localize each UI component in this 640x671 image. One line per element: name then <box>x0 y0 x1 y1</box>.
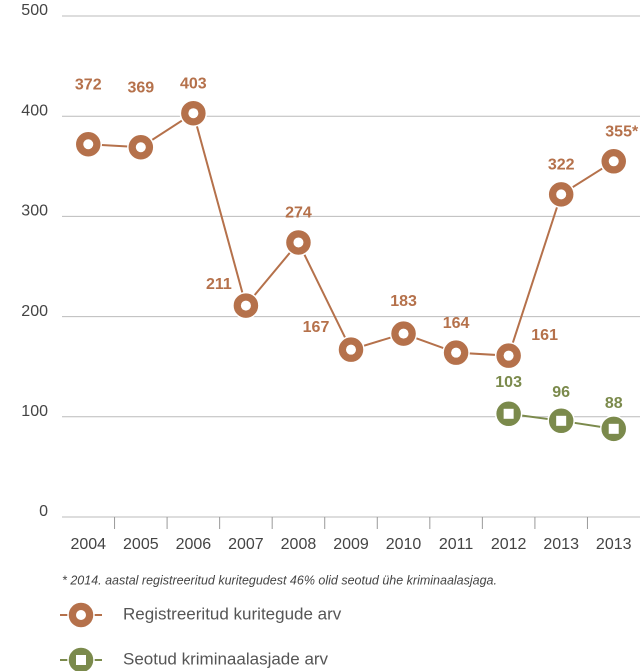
marker-inner <box>451 347 462 358</box>
x-tick-label: 2012 <box>491 536 527 553</box>
footnote: * 2014. aastal registreeritud kuritegude… <box>62 573 497 587</box>
marker-inner <box>293 237 304 248</box>
marker-inner <box>608 156 619 167</box>
marker <box>67 646 95 671</box>
marker <box>127 133 155 162</box>
marker-inner <box>398 328 409 339</box>
marker-inner <box>608 423 619 434</box>
x-tick-label: 2008 <box>281 536 317 553</box>
marker <box>232 291 260 320</box>
data-label: 211 <box>206 276 232 293</box>
marker-inner <box>556 189 567 200</box>
x-tick-label: 2009 <box>333 536 369 553</box>
series-line <box>88 111 615 357</box>
x-tick-label: 2011 <box>439 536 474 553</box>
data-label: 161 <box>531 327 558 344</box>
legend-label: Registreeritud kuritegude arv <box>123 604 342 623</box>
data-label: 355* <box>605 124 639 141</box>
x-tick-label: 2010 <box>386 536 422 553</box>
marker <box>547 180 575 209</box>
marker-inner <box>76 655 86 665</box>
x-tick-label: 2007 <box>228 536 264 553</box>
data-label: 103 <box>495 374 522 391</box>
marker-inner <box>135 142 146 153</box>
data-label: 403 <box>180 75 207 92</box>
data-label: 274 <box>285 205 312 222</box>
marker-inner <box>556 415 567 426</box>
x-tick-label: 2004 <box>70 536 106 553</box>
marker-inner <box>188 108 199 119</box>
marker <box>67 601 95 629</box>
data-label: 96 <box>552 384 570 401</box>
marker <box>389 319 418 348</box>
marker <box>284 228 313 257</box>
legend-label: Seotud kriminaalasjade arv <box>123 649 329 668</box>
data-label: 372 <box>75 76 102 93</box>
data-label: 322 <box>548 157 575 174</box>
marker-inner <box>76 610 86 620</box>
marker <box>599 147 628 176</box>
marker <box>179 99 208 127</box>
marker-inner <box>503 408 514 419</box>
y-tick-label: 400 <box>21 102 48 119</box>
y-tick-label: 100 <box>21 403 48 420</box>
marker-inner <box>83 139 94 150</box>
marker <box>337 335 365 364</box>
data-label: 369 <box>127 79 154 96</box>
x-tick-label: 2006 <box>176 536 212 553</box>
x-tick-label: 2005 <box>123 536 159 553</box>
y-tick-label: 0 <box>39 503 48 520</box>
marker <box>494 400 523 428</box>
data-label: 164 <box>443 315 470 332</box>
marker <box>74 130 103 159</box>
marker-inner <box>346 344 356 355</box>
marker-inner <box>503 350 514 361</box>
marker <box>442 338 470 367</box>
marker-inner <box>240 300 251 311</box>
x-tick-label: 2013 <box>596 536 632 553</box>
data-label: 88 <box>605 395 623 412</box>
data-label: 183 <box>390 293 417 310</box>
marker <box>547 407 575 435</box>
y-tick-label: 200 <box>21 303 48 320</box>
marker <box>599 415 628 443</box>
y-tick-label: 500 <box>21 2 48 19</box>
data-label: 167 <box>303 319 330 336</box>
marker <box>494 341 523 370</box>
x-tick-label: 2013 <box>543 536 579 553</box>
y-tick-label: 300 <box>21 203 48 220</box>
